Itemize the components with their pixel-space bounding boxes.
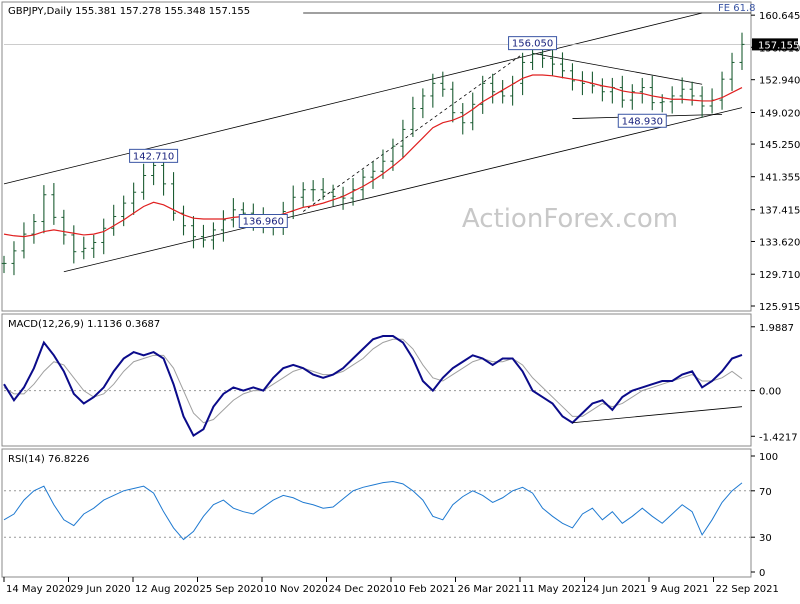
x-axis-tick-label: 11 May 2021 [522, 584, 587, 595]
x-axis-tick-label: 9 Aug 2021 [651, 584, 709, 595]
watermark: ActionForex.com [462, 204, 678, 234]
rsi-panel-frame [2, 449, 751, 577]
x-axis-tick-label: 12 Aug 2020 [135, 584, 199, 595]
fib-level-label: FE 61.8 [718, 3, 756, 14]
price-annotation-label: 136.960 [243, 217, 284, 228]
macd-panel-title: MACD(12,26,9) 1.1136 0.3687 [8, 319, 160, 330]
price-annotation-label: 156.050 [512, 39, 553, 50]
price-y-tick-label: 137.415 [759, 206, 800, 217]
rsi-y-tick-label: 0 [759, 568, 765, 579]
macd-y-tick-label: 1.9887 [759, 323, 794, 334]
price-annotation-label: 142.710 [133, 151, 174, 162]
x-axis-tick-label: 22 Sep 2021 [716, 584, 779, 595]
price-y-tick-label: 133.620 [759, 237, 800, 248]
price-y-tick-label: 160.645 [759, 11, 800, 22]
macd-y-tick-label: 0.00 [759, 387, 781, 398]
price-y-tick-label: 129.710 [759, 270, 800, 281]
last-price-label: 157.155 [758, 40, 799, 51]
price-annotation-label: 148.930 [622, 116, 663, 127]
price-y-tick-label: 125.915 [759, 302, 800, 313]
rsi-panel-title: RSI(14) 76.8226 [8, 454, 89, 465]
rsi-y-tick-label: 100 [759, 452, 778, 463]
price-y-tick-label: 149.020 [759, 109, 800, 120]
x-axis-tick-label: 24 Dec 2020 [329, 584, 393, 595]
rsi-y-tick-label: 70 [759, 487, 772, 498]
x-axis-tick-label: 14 May 2020 [6, 584, 71, 595]
macd-panel-frame [2, 314, 751, 446]
x-axis-tick-label: 25 Sep 2020 [200, 584, 263, 595]
price-y-tick-label: 145.250 [759, 140, 800, 151]
x-axis-tick-label: 24 Jun 2021 [587, 584, 647, 595]
price-y-tick-label: 152.940 [759, 76, 800, 87]
x-axis-tick-label: 29 Jun 2020 [71, 584, 131, 595]
price-panel-title: GBPJPY,Daily 155.381 157.278 155.348 157… [8, 6, 250, 17]
x-axis-tick-label: 10 Nov 2020 [264, 584, 328, 595]
x-axis-tick-label: 26 Mar 2021 [458, 584, 521, 595]
price-y-tick-label: 141.355 [759, 173, 800, 184]
x-axis-tick-label: 10 Feb 2021 [393, 584, 455, 595]
rsi-y-tick-label: 30 [759, 533, 772, 544]
macd-y-tick-label: -1.4217 [759, 432, 798, 443]
